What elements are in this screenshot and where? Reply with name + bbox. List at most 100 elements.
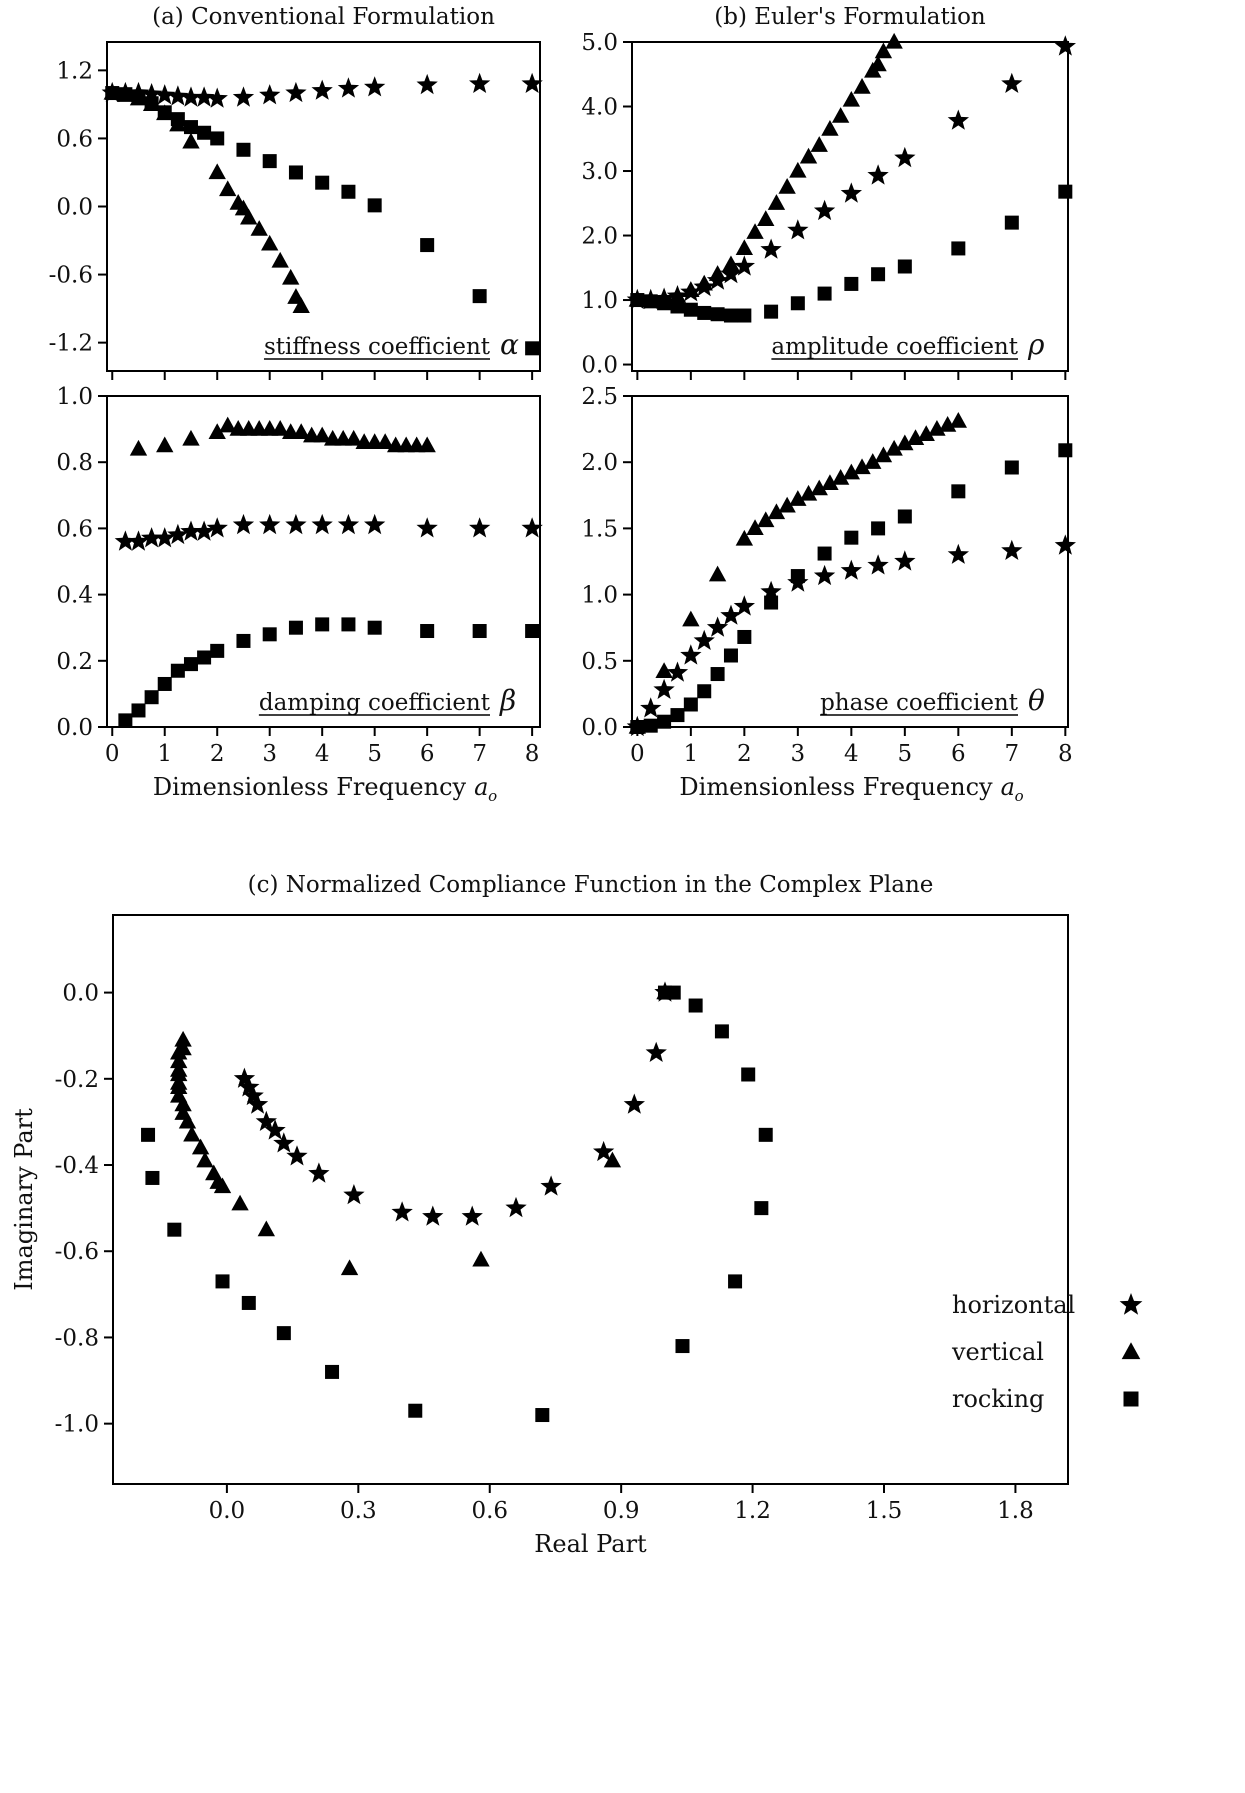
data-point: [697, 305, 712, 320]
data-point: [505, 1196, 527, 1218]
data-point: [754, 1201, 769, 1216]
series-square: [630, 443, 1073, 734]
data-point: [799, 484, 818, 501]
data-point: [238, 1076, 260, 1097]
data-point: [180, 520, 202, 541]
data-point: [949, 412, 968, 428]
data-point: [831, 107, 850, 123]
y-tick-label: 4.0: [581, 95, 618, 121]
data-point: [255, 1110, 277, 1131]
data-point: [928, 419, 946, 436]
data-point: [391, 1201, 413, 1222]
data-point: [420, 238, 435, 253]
data-point: [947, 109, 969, 130]
data-point: [182, 429, 200, 446]
y-tick-label: -0.4: [55, 1153, 99, 1179]
data-point: [241, 1295, 256, 1310]
data-point: [183, 120, 198, 135]
data-point: [144, 690, 159, 705]
data-point: [364, 513, 386, 535]
data-point: [364, 76, 386, 97]
data-point: [683, 697, 698, 712]
x-tick-label: 7: [1005, 741, 1020, 767]
data-point: [308, 1162, 330, 1183]
data-point: [714, 1024, 729, 1039]
data-point: [285, 513, 307, 535]
data-point: [767, 503, 786, 520]
data-point: [408, 1403, 423, 1418]
data-point: [236, 142, 251, 157]
data-point: [864, 453, 882, 469]
data-point: [141, 527, 163, 548]
x-axis-label: Dimensionless Frequency: [153, 773, 467, 801]
data-point: [844, 276, 859, 291]
x-tick-label: 0.0: [209, 1498, 246, 1524]
data-point: [840, 559, 862, 580]
data-point: [885, 439, 903, 456]
data-point: [376, 433, 394, 449]
plot-frame: [631, 395, 1069, 728]
data-point: [525, 341, 540, 356]
data-point: [867, 164, 889, 185]
data-point: [157, 105, 172, 120]
data-point: [757, 210, 775, 227]
data-point: [178, 1112, 197, 1129]
data-point: [416, 517, 438, 538]
data-point: [233, 1067, 256, 1088]
series-horizontal: [233, 981, 676, 1226]
data-point: [787, 219, 809, 240]
data-point: [764, 595, 779, 610]
data-point: [231, 1194, 249, 1211]
data-point: [630, 293, 645, 308]
data-point: [867, 554, 889, 575]
x-tick-label: 0: [630, 741, 645, 767]
data-point: [666, 285, 689, 306]
data-point: [710, 307, 725, 322]
data-point: [737, 629, 752, 644]
data-point: [167, 1222, 182, 1237]
annotation-symbol: α: [500, 328, 519, 361]
data-point: [897, 509, 912, 524]
x-axis-subscript: o: [1015, 787, 1024, 805]
data-point: [885, 32, 903, 49]
series-star: [626, 534, 1076, 737]
data-point: [197, 125, 212, 140]
panel-a-damping: 0 1 2 3 4 5 6 7 8 0.0 0.2 0.4 0.6 0.8 1.0 Dimensionless…: [56, 384, 543, 805]
legend-marker: [1123, 1391, 1139, 1407]
y-tick-label: 2.0: [581, 224, 618, 250]
data-point: [758, 1127, 773, 1142]
y-tick-label: 1.0: [56, 384, 93, 410]
legend: horizontal vertical rocking: [951, 1291, 1143, 1413]
data-point: [210, 131, 225, 146]
data-point: [341, 617, 356, 632]
data-point: [141, 1127, 156, 1142]
series-square: [630, 184, 1073, 323]
y-tick-label: 0.6: [56, 126, 93, 152]
y-tick-label: 1.0: [581, 583, 618, 609]
x-tick-label: 5: [898, 741, 913, 767]
data-point: [720, 263, 742, 284]
x-tick-label: 7: [472, 741, 487, 767]
data-point: [917, 425, 935, 442]
annotation-label: phase coefficient: [820, 690, 1019, 716]
x-tick-label: 8: [525, 741, 540, 767]
data-point: [213, 1177, 232, 1194]
data-point: [170, 663, 185, 678]
y-tick-label: 0.8: [56, 450, 93, 476]
data-point: [422, 1205, 444, 1226]
data-point: [472, 624, 487, 639]
data-point: [420, 624, 435, 639]
x-tick-label: 0.9: [603, 1498, 640, 1524]
data-point: [623, 1093, 645, 1114]
data-point: [688, 998, 703, 1013]
data-point: [170, 1052, 188, 1069]
data-point: [416, 73, 438, 95]
x-tick-label: 3: [791, 741, 806, 767]
data-point: [286, 1145, 308, 1166]
legend-label: vertical: [951, 1338, 1044, 1366]
data-point: [683, 302, 698, 317]
data-point: [813, 199, 836, 221]
data-point: [894, 146, 916, 168]
data-point: [693, 629, 715, 650]
x-tick-label: 6: [951, 741, 966, 767]
